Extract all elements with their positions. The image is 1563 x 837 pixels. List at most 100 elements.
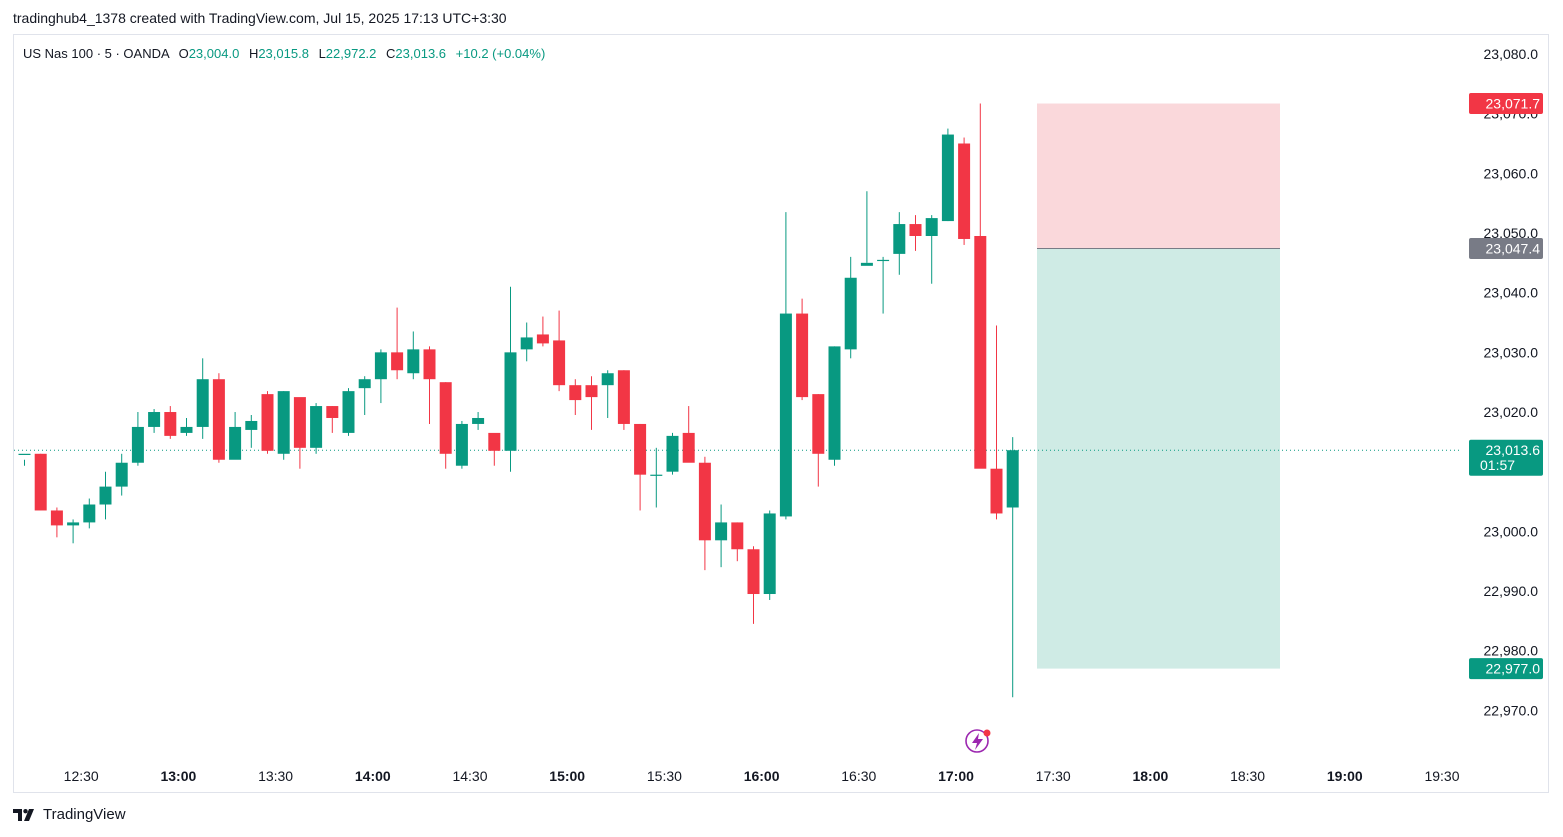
candle[interactable] [196, 358, 209, 439]
candle[interactable] [779, 212, 792, 520]
change-value: +10.2 (+0.04%) [455, 46, 546, 61]
candle[interactable] [650, 447, 663, 508]
candle[interactable] [553, 310, 566, 392]
candle[interactable] [666, 432, 679, 475]
candle[interactable] [261, 391, 274, 454]
candle[interactable] [844, 256, 857, 359]
candle[interactable] [877, 256, 890, 314]
candle[interactable] [812, 394, 825, 487]
x-tick-label: 13:30 [258, 768, 293, 784]
candle[interactable] [617, 370, 630, 430]
low-value: 22,972.2 [325, 46, 377, 61]
candle[interactable] [83, 498, 96, 529]
y-tick-label: 22,990.0 [1484, 583, 1539, 599]
candle[interactable] [391, 307, 404, 380]
candle[interactable] [342, 388, 355, 436]
candle[interactable] [407, 331, 420, 380]
candle[interactable] [536, 316, 549, 347]
candle[interactable] [504, 286, 517, 472]
candle[interactable] [990, 325, 1003, 520]
candle[interactable] [715, 504, 728, 568]
countdown-label: 01:57 [1480, 457, 1515, 473]
candle[interactable] [245, 415, 258, 448]
candle[interactable] [439, 382, 452, 469]
candle[interactable] [974, 103, 987, 469]
candle[interactable] [698, 456, 711, 571]
candle[interactable] [180, 417, 193, 436]
y-tick-label: 22,970.0 [1484, 702, 1539, 718]
chart-header: tradinghub4_1378 created with TradingVie… [13, 10, 507, 26]
candle[interactable] [326, 406, 339, 433]
candle[interactable] [893, 212, 906, 275]
candle[interactable] [310, 403, 323, 454]
close-label: C [386, 46, 396, 61]
svg-text:23,071.7: 23,071.7 [1486, 96, 1541, 112]
candle[interactable] [115, 453, 128, 496]
x-tick-label: 19:30 [1424, 768, 1459, 784]
candle[interactable] [131, 412, 144, 466]
candle[interactable] [148, 409, 161, 433]
candle[interactable] [909, 215, 922, 251]
lightning-alert-icon[interactable] [965, 729, 991, 753]
candle[interactable] [423, 346, 436, 424]
candle[interactable] [293, 397, 306, 469]
candle[interactable] [229, 412, 242, 460]
candle[interactable] [99, 471, 112, 520]
candle[interactable] [941, 128, 954, 222]
candle[interactable] [601, 370, 614, 418]
candle[interactable] [374, 349, 387, 404]
footer-brand[interactable]: TradingView [13, 806, 126, 823]
y-tick-label: 23,050.0 [1484, 225, 1539, 241]
candle[interactable] [50, 507, 63, 538]
candle[interactable] [634, 423, 647, 511]
candle[interactable] [747, 546, 760, 624]
y-tick-label: 23,000.0 [1484, 523, 1539, 539]
open-label: O [178, 46, 189, 61]
candle[interactable] [358, 376, 371, 416]
candle[interactable] [796, 298, 809, 401]
high-label: H [248, 46, 259, 61]
target-price-tag: 22,977.0 [1469, 658, 1543, 680]
candle[interactable] [731, 522, 744, 562]
candle[interactable] [212, 373, 225, 463]
open-value: 23,004.0 [188, 46, 240, 61]
x-tick-label: 14:00 [355, 768, 391, 784]
y-tick-label: 23,060.0 [1484, 165, 1539, 181]
candle[interactable] [569, 379, 582, 416]
candle[interactable] [763, 510, 776, 600]
take-profit-zone[interactable] [1037, 248, 1280, 669]
candle[interactable] [488, 432, 501, 466]
candle[interactable] [860, 191, 873, 266]
candle[interactable] [164, 406, 177, 439]
symbol-label[interactable]: US Nas 100 · 5 · OANDA [23, 46, 169, 61]
stop-price-tag: 23,071.7 [1469, 93, 1543, 115]
candle[interactable] [585, 376, 598, 430]
x-tick-label: 19:00 [1327, 768, 1363, 784]
candle[interactable] [67, 519, 80, 544]
y-tick-label: 23,040.0 [1484, 285, 1539, 301]
y-tick-label: 23,080.0 [1484, 46, 1539, 62]
candle[interactable] [828, 346, 841, 466]
candle[interactable] [520, 322, 533, 362]
candle[interactable] [682, 406, 695, 463]
svg-text:23,013.6: 23,013.6 [1486, 442, 1541, 458]
x-tick-label: 18:30 [1230, 768, 1265, 784]
stop-loss-zone[interactable] [1037, 103, 1280, 249]
ohlc-legend: US Nas 100 · 5 · OANDA O23,004.0 H23,015… [23, 46, 545, 61]
x-tick-label: 17:00 [938, 768, 974, 784]
candle[interactable] [1006, 437, 1019, 698]
candle[interactable] [277, 391, 290, 460]
x-tick-label: 17:30 [1036, 768, 1071, 784]
candle[interactable] [18, 453, 31, 466]
low-label: L [318, 46, 326, 61]
y-tick-label: 23,030.0 [1484, 344, 1539, 360]
y-tick-label: 22,980.0 [1484, 643, 1539, 659]
candle[interactable] [958, 137, 971, 245]
svg-text:22,977.0: 22,977.0 [1486, 661, 1541, 677]
candle[interactable] [925, 215, 938, 284]
candle[interactable] [34, 453, 47, 511]
candle[interactable] [472, 412, 485, 430]
chart-frame [13, 34, 1549, 793]
candle[interactable] [455, 420, 468, 469]
